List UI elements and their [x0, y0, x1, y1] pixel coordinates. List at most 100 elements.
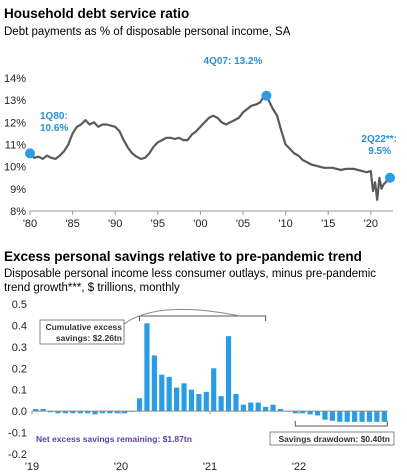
bar-apr-19: [55, 411, 61, 414]
debt-service-panel: Household debt service ratio Debt paymen…: [4, 6, 397, 230]
y-tick-label: 12%: [4, 117, 26, 129]
bar-jul-20: [166, 376, 172, 412]
bar-nov-19: [107, 411, 113, 414]
bar-jun-19: [70, 411, 76, 414]
annotation-1q80-value: 10.6%: [40, 123, 68, 134]
bar-feb-22: [307, 411, 313, 415]
y-tick-label: 9%: [10, 184, 26, 196]
x-tick-label: '21: [203, 461, 217, 473]
bar-jan-19: [33, 409, 39, 412]
chart2-subtitle: Disposable personal income less consumer…: [4, 268, 377, 294]
bar-sep-19: [92, 411, 98, 415]
bar-apr-21: [233, 394, 239, 412]
bar-jun-21: [248, 402, 254, 412]
bar-oct-20: [188, 389, 195, 412]
bar-mar-19: [47, 411, 54, 413]
bar-feb-19: [40, 409, 46, 412]
savings-drawdown-label-box: [269, 431, 395, 446]
bar-dec-21: [292, 411, 298, 414]
x-tick-label: '20: [114, 461, 128, 473]
cumulative-savings-bracket: [139, 315, 267, 321]
chart1-subtitle: Debt payments as % of disposable persona…: [4, 26, 291, 38]
y-tick-label: 10%: [4, 162, 26, 174]
x-tick-label: '80: [23, 218, 37, 230]
bar-dec-20: [203, 391, 209, 412]
bar-oct-19: [99, 411, 106, 414]
debt-service-line-chart: 8% 9% 10% 11% 12% 13% 14% '80 '85 '90 '95 '00 '05 '10…: [4, 56, 397, 230]
bar-may-21: [240, 404, 246, 412]
marker-1q80: [25, 148, 35, 159]
chart2-title: Excess personal savings relative to pre-…: [4, 249, 362, 264]
bar-sep-22: [359, 411, 365, 422]
cumulative-savings-label-line2: savings: $2.26tn: [56, 333, 122, 343]
x-tick-label: '22: [292, 461, 306, 473]
x-tick-label: '10: [278, 218, 292, 230]
y-tick-label: 0.4: [12, 320, 27, 332]
y-tick-label: 0.0: [12, 406, 27, 418]
x-tick-label: '05: [236, 218, 250, 230]
bar-mar-20: [136, 398, 143, 412]
x-tick-label: '85: [65, 218, 79, 230]
bar-feb-21: [218, 396, 224, 412]
bar-aug-19: [85, 411, 91, 414]
annotation-1q80-label: 1Q80:: [40, 111, 68, 122]
bar-apr-20: [144, 323, 150, 412]
excess-savings-bar-chart: -0.2 -0.1 0.0 0.1 0.2 0.3 0.4 0.5 '19 '20 '21 '22 Cu…: [8, 299, 395, 473]
bar-oct-22: [366, 411, 373, 422]
y-tick-label: 0.5: [12, 299, 27, 311]
x-tick-label: '20: [364, 218, 378, 230]
bar-jul-19: [77, 411, 83, 414]
bar-jan-21: [211, 368, 217, 412]
bar-may-20: [151, 355, 157, 412]
x-tick-label: '19: [25, 461, 39, 473]
bar-nov-22: [374, 411, 380, 422]
bar-jan-20: [122, 411, 128, 414]
x-tick-label: '95: [151, 218, 165, 230]
bar-jul-22: [344, 411, 350, 422]
cumulative-savings-label-box: [39, 319, 125, 345]
bar-sep-20: [181, 383, 187, 412]
excess-savings-panel: Excess personal savings relative to pre-…: [0, 240, 407, 474]
bar-dec-22: [381, 411, 387, 422]
y-tick-label: 0.2: [12, 363, 27, 375]
bar-may-22: [329, 411, 335, 421]
y-tick-label: -0.1: [8, 428, 27, 440]
bar-nov-20: [196, 394, 202, 412]
annotation-2q22-value: 9.5%: [368, 146, 391, 157]
annotation-4q07-label: 4Q07: 13.2%: [204, 56, 263, 67]
bar-oct-21: [277, 409, 284, 412]
bar-mar-22: [314, 411, 321, 416]
bar-dec-19: [114, 411, 120, 414]
y-tick-label: -0.2: [8, 449, 27, 461]
bar-may-19: [62, 411, 68, 414]
bar-apr-22: [322, 411, 328, 420]
bar-mar-21: [225, 336, 232, 412]
bar-aug-20: [174, 387, 180, 412]
bar-jun-20: [159, 374, 165, 412]
cumulative-savings-connector: [117, 308, 241, 330]
bar-sep-21: [270, 404, 276, 412]
y-tick-label: 0.3: [12, 342, 27, 354]
bar-aug-21: [263, 406, 269, 412]
annotation-2q22-label: 2Q22**:: [361, 134, 397, 145]
net-excess-savings-label: Net excess savings remaining: $1.87tn: [36, 434, 192, 444]
chart1-title: Household debt service ratio: [4, 6, 190, 21]
bar-jan-22: [300, 411, 306, 414]
series-line-debt-service: [29, 94, 391, 201]
marker-4q07: [261, 90, 272, 101]
y-tick-label: 11%: [5, 140, 26, 152]
x-tick-label: '00: [193, 218, 207, 230]
x-tick-label: '15: [321, 218, 335, 230]
bar-aug-22: [352, 411, 358, 422]
savings-drawdown-label: Savings drawdown: $0.40tn: [279, 434, 390, 444]
y-tick-label: 14%: [4, 73, 26, 85]
y-tick-label: 13%: [4, 95, 26, 107]
cumulative-savings-label-line1: Cumulative excess: [45, 322, 122, 332]
y-tick-label: 0.1: [12, 385, 27, 397]
marker-2q22: [385, 172, 396, 183]
bar-jun-22: [337, 411, 343, 422]
bar-jul-21: [255, 402, 261, 412]
x-tick-label: '90: [108, 218, 122, 230]
y-tick-label: 8%: [10, 206, 26, 218]
savings-drawdown-bracket: [294, 421, 388, 427]
